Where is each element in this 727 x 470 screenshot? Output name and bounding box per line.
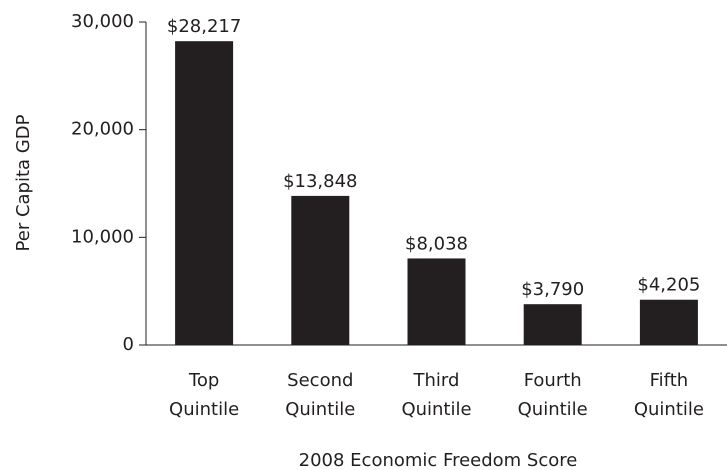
x-axis-label: 2008 Economic Freedom Score	[299, 450, 578, 470]
x-tick-label: Third Quintile	[401, 370, 471, 420]
y-tick-label: 30,000	[71, 11, 134, 32]
x-tick-label: Top Quintile	[169, 370, 239, 420]
value-label: $4,205	[637, 275, 700, 296]
bar	[291, 195, 350, 345]
bar	[523, 304, 582, 345]
x-tick-line: Third	[413, 370, 460, 391]
bar	[407, 258, 466, 345]
value-label: $13,848	[283, 171, 357, 192]
value-label: $3,790	[521, 279, 584, 300]
y-axis-label: Per Capita GDP	[13, 114, 34, 251]
x-tick-line: Quintile	[634, 399, 704, 420]
x-tick-label: Fourth Quintile	[518, 370, 588, 420]
bar	[639, 299, 698, 345]
x-tick-line: Quintile	[169, 399, 239, 420]
bar	[175, 41, 234, 346]
x-tick-line: Quintile	[285, 399, 355, 420]
x-tick-label: Fifth Quintile	[634, 370, 704, 420]
x-tick-line: Fourth	[524, 370, 582, 391]
x-tick-line: Quintile	[401, 399, 471, 420]
value-label: $8,038	[405, 233, 468, 254]
x-tick-line: Fifth	[650, 370, 689, 391]
y-tick-label: 10,000	[71, 226, 134, 247]
x-tick-label: Second Quintile	[285, 370, 355, 420]
y-tick-label: 0	[123, 334, 134, 355]
x-tick-line: Second	[287, 370, 353, 391]
value-label: $28,217	[167, 16, 241, 37]
y-tick-label: 20,000	[71, 119, 134, 140]
x-tick-line: Top	[188, 370, 219, 391]
x-tick-line: Quintile	[518, 399, 588, 420]
